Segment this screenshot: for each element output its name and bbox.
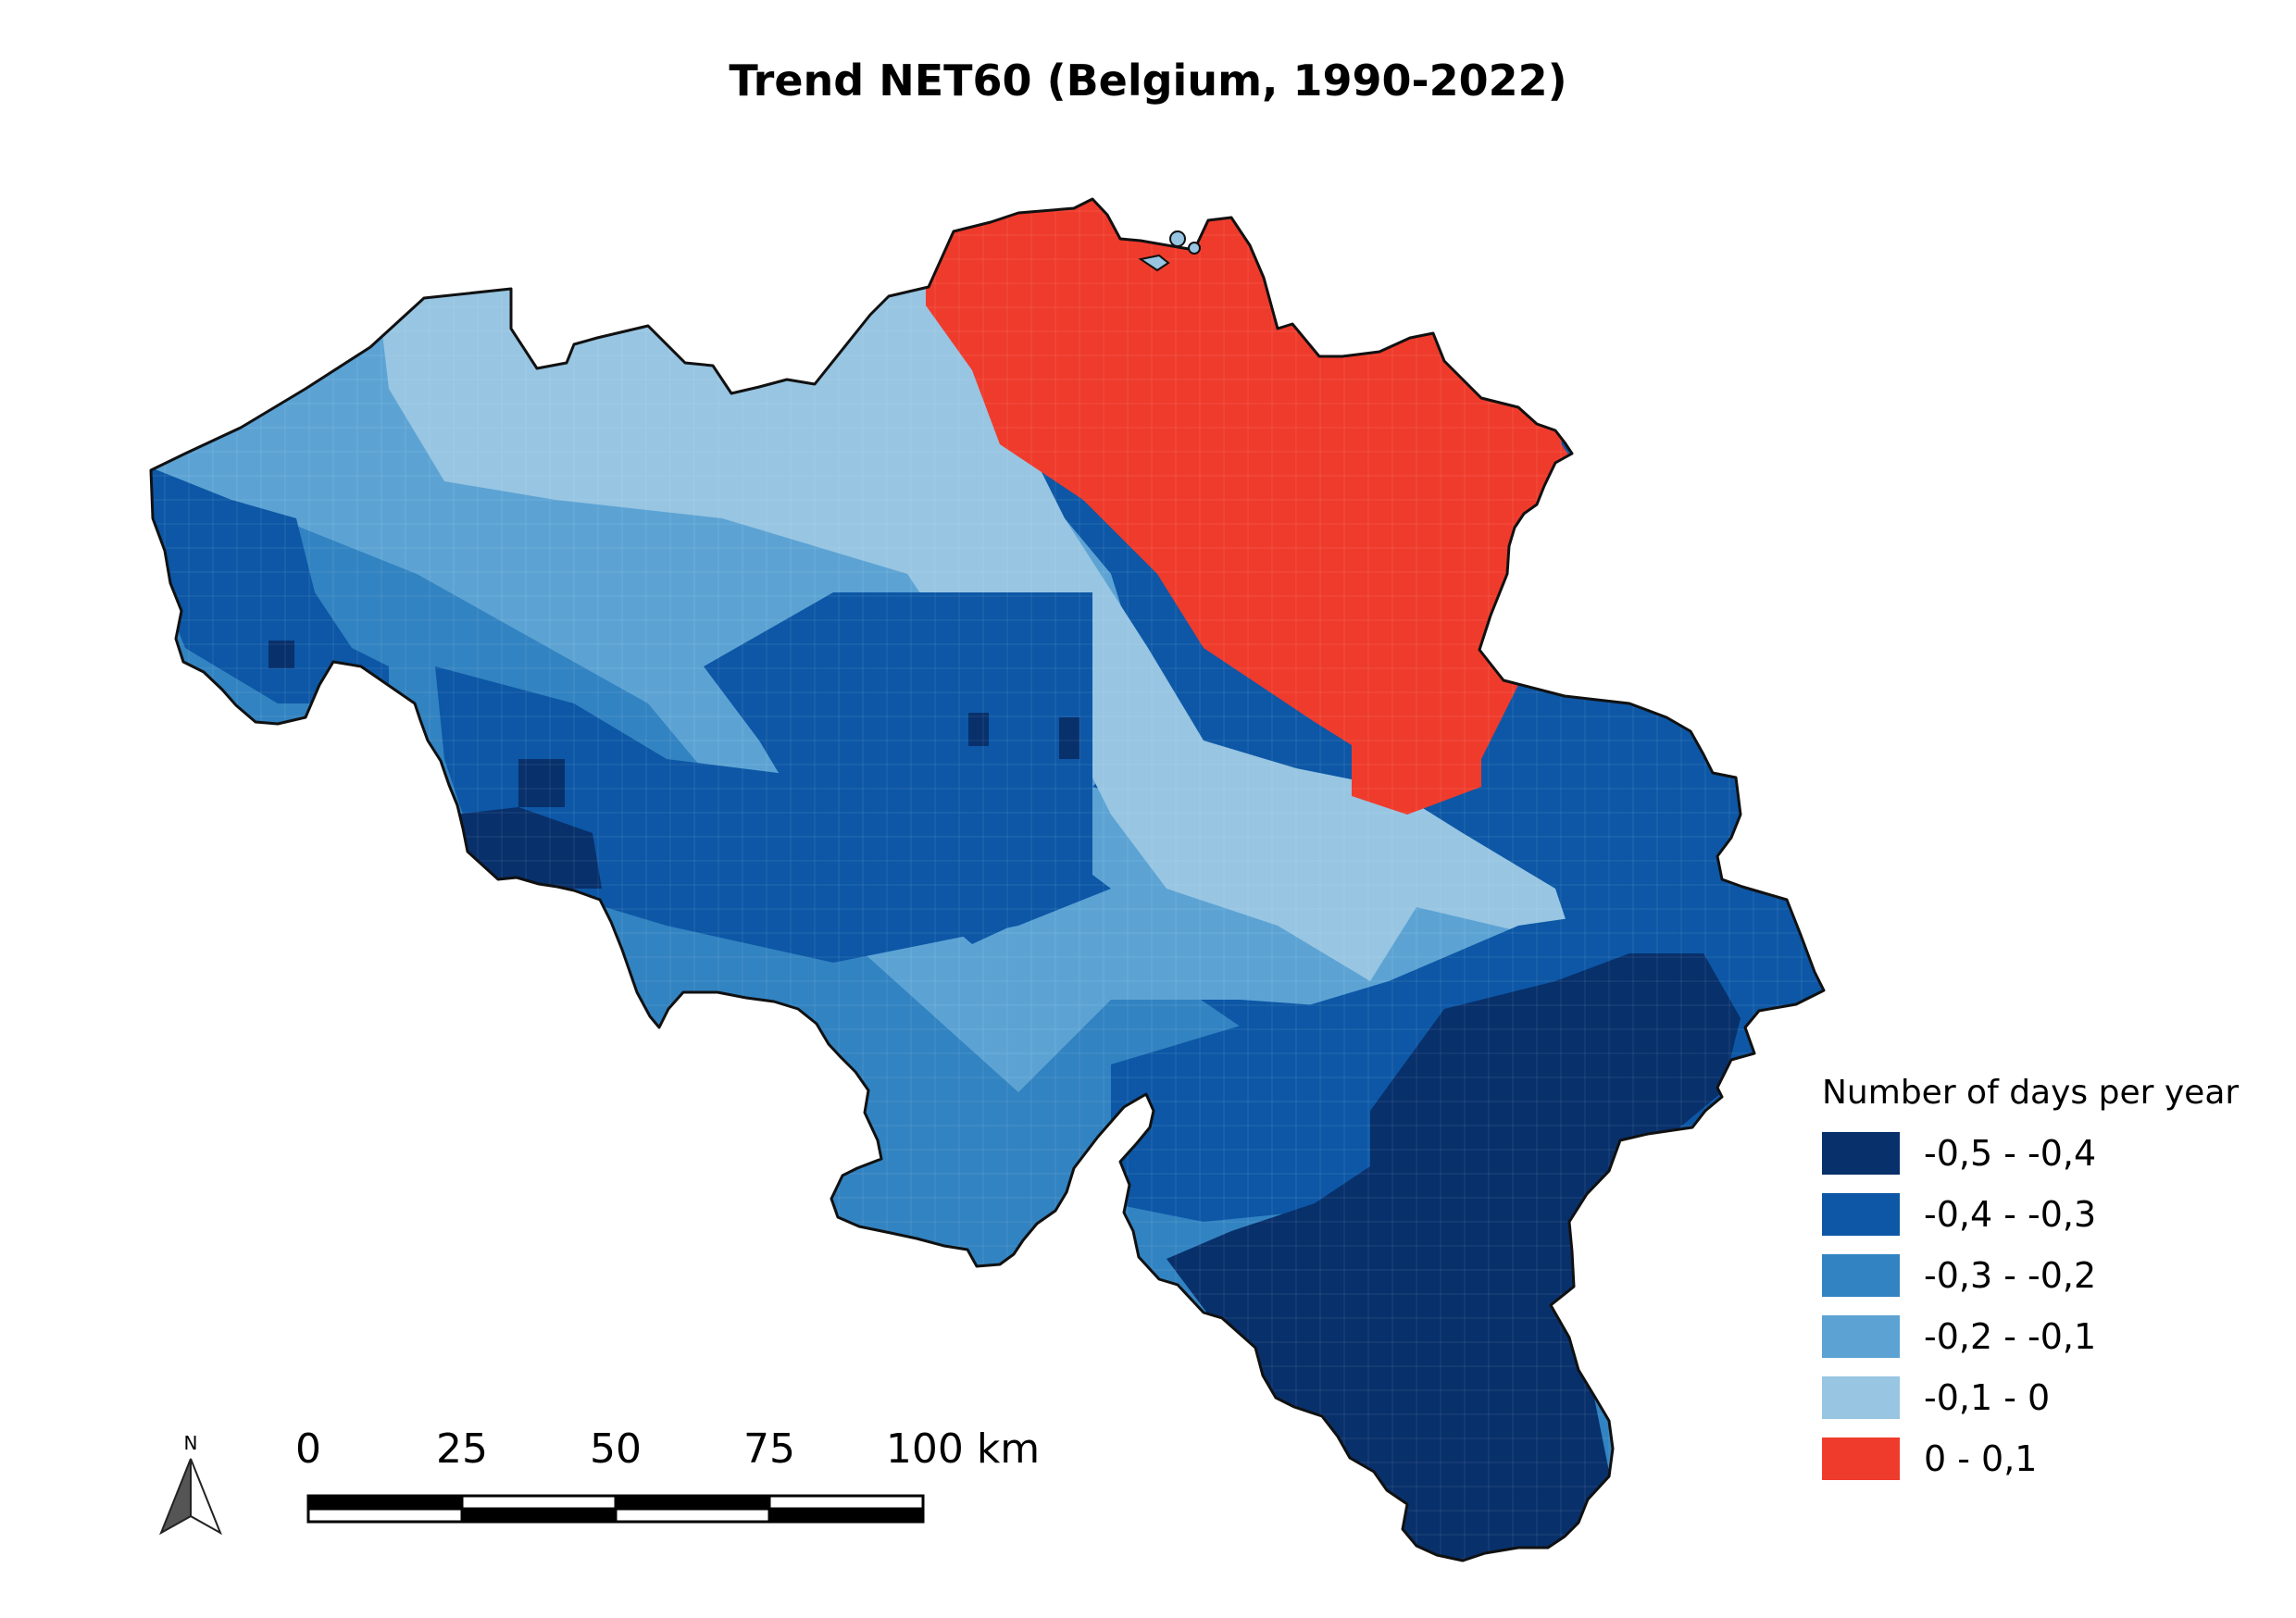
trend-zone	[151, 463, 389, 703]
trend-zone	[370, 199, 1574, 981]
legend-item: -0,3 - -0,2	[1822, 1245, 2266, 1306]
legend-swatch	[1822, 1254, 1900, 1297]
legend-item: -0,5 - -0,4	[1822, 1123, 2266, 1184]
north-arrow: N	[156, 1432, 230, 1544]
scale-label: 75	[743, 1425, 795, 1473]
legend-swatch	[1822, 1376, 1900, 1419]
legend: Number of days per year -0,5 - -0,4 -0,4…	[1822, 1074, 2266, 1489]
trend-zone	[1059, 717, 1079, 759]
legend-title: Number of days per year	[1822, 1074, 2240, 1112]
trend-zone	[454, 807, 602, 889]
trend-zone	[1324, 389, 1574, 537]
legend-swatch	[1822, 1193, 1900, 1236]
scale-label: 0	[295, 1425, 321, 1473]
trend-zone	[861, 324, 935, 389]
legend-label: -0,4 - -0,3	[1924, 1194, 2097, 1235]
legend-item: -0,2 - -0,1	[1822, 1306, 2266, 1367]
trend-zone	[1352, 685, 1481, 815]
scale-label: 25	[436, 1425, 488, 1473]
north-arrow-icon: N	[159, 1432, 222, 1536]
baarle-enclaves	[1138, 230, 1201, 272]
legend-label: -0,5 - -0,4	[1924, 1133, 2097, 1174]
legend-swatch	[1822, 1438, 1900, 1480]
trend-zone	[1264, 315, 1431, 366]
legend-label: 0 - 0,1	[1924, 1438, 2038, 1479]
legend-item: -0,1 - 0	[1822, 1367, 2266, 1428]
scale-bar-graphic	[306, 1494, 925, 1524]
trend-zone	[518, 759, 565, 807]
trend-zone	[268, 641, 294, 668]
trend-zone	[968, 713, 989, 746]
legend-label: -0,1 - 0	[1924, 1377, 2051, 1418]
legend-item: -0,4 - -0,3	[1822, 1184, 2266, 1245]
legend-label: -0,3 - -0,2	[1924, 1255, 2097, 1296]
scale-bar: 0 25 50 75 100 km	[278, 1425, 1040, 1546]
trend-grid	[151, 199, 1824, 1561]
legend-label: -0,2 - -0,1	[1924, 1316, 2097, 1357]
scale-label: 50	[590, 1425, 642, 1473]
map-title: Trend NET60 (Belgium, 1990-2022)	[729, 56, 1567, 106]
legend-swatch	[1822, 1132, 1900, 1175]
legend-item: 0 - 0,1	[1822, 1428, 2266, 1489]
trend-zone	[435, 666, 1111, 963]
legend-swatch	[1822, 1315, 1900, 1358]
north-label: N	[184, 1433, 198, 1454]
belgium-border	[149, 197, 1826, 1562]
scale-label: 100 km	[885, 1425, 1041, 1473]
